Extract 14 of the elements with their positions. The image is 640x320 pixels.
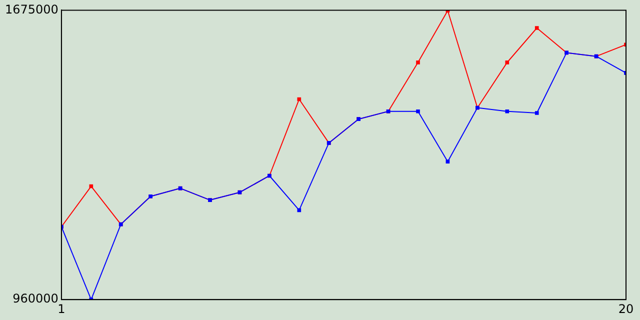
point bbox=[416, 60, 420, 64]
x-tick-label: 20 bbox=[618, 302, 634, 316]
point bbox=[505, 109, 510, 114]
point bbox=[89, 184, 94, 188]
point bbox=[446, 160, 450, 164]
point bbox=[534, 26, 539, 30]
y-tick-label: 960000 bbox=[12, 292, 58, 306]
x-tick-label: 1 bbox=[58, 302, 66, 316]
point bbox=[297, 208, 302, 212]
point bbox=[416, 109, 420, 114]
point bbox=[534, 111, 539, 115]
point bbox=[505, 60, 510, 64]
y-tick-label: 1675000 bbox=[4, 2, 58, 16]
point bbox=[297, 97, 302, 102]
